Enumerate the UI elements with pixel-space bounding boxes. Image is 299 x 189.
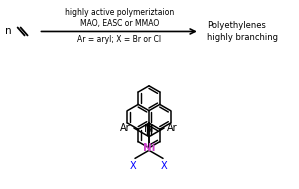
- Text: highly active polymeriztaion: highly active polymeriztaion: [65, 8, 174, 17]
- Text: Ni: Ni: [143, 143, 155, 153]
- Text: Ar = aryl; X = Br or Cl: Ar = aryl; X = Br or Cl: [77, 35, 161, 44]
- Text: Ar: Ar: [120, 123, 131, 133]
- Text: n: n: [5, 26, 11, 36]
- Text: highly branching: highly branching: [207, 33, 278, 42]
- Text: X: X: [161, 161, 168, 171]
- Text: N: N: [146, 124, 154, 134]
- Text: N: N: [144, 124, 152, 134]
- Text: Polyethylenes: Polyethylenes: [207, 21, 266, 30]
- Text: Ar: Ar: [167, 123, 178, 133]
- Text: MAO, EASC or MMAO: MAO, EASC or MMAO: [80, 19, 159, 28]
- Text: X: X: [130, 161, 137, 171]
